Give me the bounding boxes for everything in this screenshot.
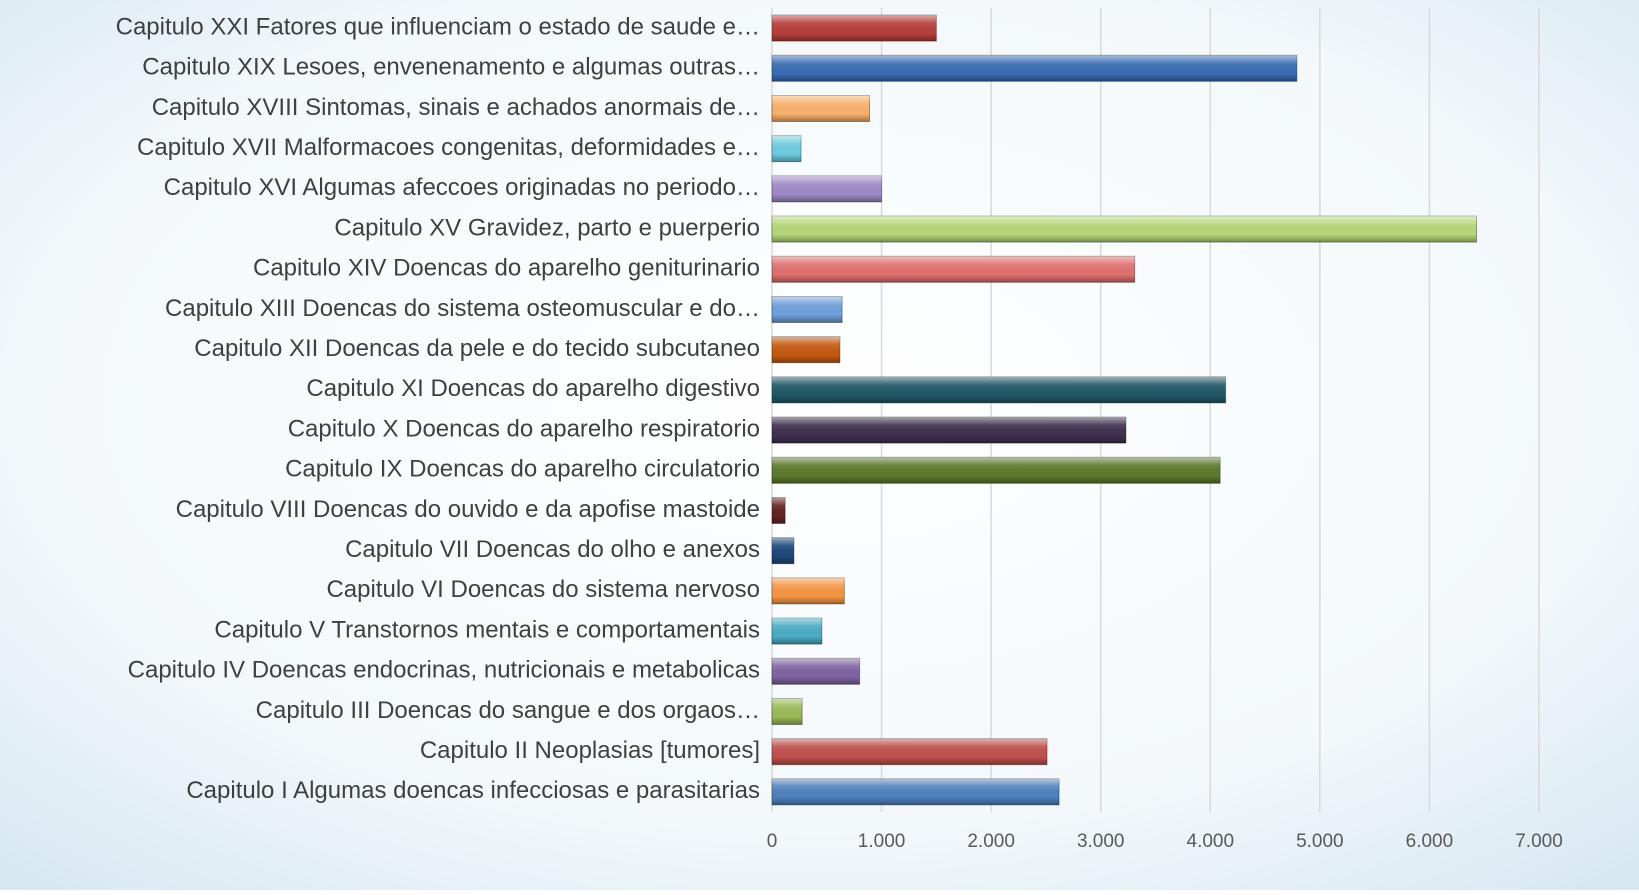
- x-tick-label: 6.000: [1406, 831, 1454, 852]
- bar-shine: [772, 618, 822, 645]
- y-tick-label: Capitulo I Algumas doencas infecciosas e…: [186, 777, 760, 804]
- x-tick-label: 1.000: [858, 831, 906, 852]
- bar-shine: [772, 296, 843, 323]
- x-tick-label: 2.000: [967, 831, 1015, 852]
- bar-shine: [772, 216, 1477, 243]
- bar-shine: [772, 698, 803, 725]
- x-tick-label: 3.000: [1077, 831, 1125, 852]
- bar-shine: [772, 376, 1226, 403]
- y-tick-label: Capitulo XIII Doencas do sistema osteomu…: [165, 295, 760, 322]
- x-tick-label: 0: [767, 831, 778, 852]
- x-tick-label: 5.000: [1296, 831, 1344, 852]
- y-tick-label: Capitulo XV Gravidez, parto e puerperio: [334, 214, 760, 241]
- bar-shine: [772, 95, 870, 122]
- bar-shine: [772, 497, 786, 524]
- y-tick-label: Capitulo IX Doencas do aparelho circulat…: [285, 456, 760, 483]
- bar-shine: [772, 658, 860, 685]
- x-tick-label: 4.000: [1187, 831, 1235, 852]
- y-tick-label: Capitulo V Transtornos mentais e comport…: [214, 616, 760, 643]
- bar-shine: [772, 457, 1221, 484]
- bar-shine: [772, 417, 1126, 444]
- y-tick-label: Capitulo XIV Doencas do aparelho genitur…: [253, 255, 760, 282]
- bar-shine: [772, 778, 1060, 805]
- y-tick-label: Capitulo XVII Malformacoes congenitas, d…: [137, 134, 760, 161]
- y-tick-label: Capitulo VI Doencas do sistema nervoso: [326, 576, 760, 603]
- bar-shine: [772, 15, 937, 42]
- bar-shine: [772, 537, 794, 564]
- bar-shine: [772, 135, 802, 162]
- y-tick-label: Capitulo X Doencas do aparelho respirato…: [288, 415, 760, 442]
- bar-shine: [772, 577, 845, 604]
- y-tick-label: Capitulo IV Doencas endocrinas, nutricio…: [128, 657, 760, 684]
- y-tick-label: Capitulo VIII Doencas do ouvido e da apo…: [176, 496, 760, 523]
- y-tick-label: Capitulo XXI Fatores que influenciam o e…: [116, 13, 760, 40]
- x-tick-label: 7.000: [1515, 831, 1563, 852]
- y-tick-label: Capitulo XVI Algumas afeccoes originadas…: [164, 174, 760, 201]
- y-tick-label: Capitulo II Neoplasias [tumores]: [420, 737, 760, 764]
- y-tick-label: Capitulo XVIII Sintomas, sinais e achado…: [152, 94, 760, 121]
- y-tick-label: Capitulo XII Doencas da pele e do tecido…: [194, 335, 760, 362]
- y-tick-label: Capitulo XIX Lesoes, envenenamento e alg…: [142, 54, 760, 81]
- y-tick-label: Capitulo VII Doencas do olho e anexos: [345, 536, 760, 563]
- y-tick-label: Capitulo XI Doencas do aparelho digestiv…: [306, 375, 760, 402]
- bar-shine: [772, 738, 1048, 765]
- bar-shine: [772, 175, 882, 202]
- y-tick-label: Capitulo III Doencas do sangue e dos org…: [256, 697, 760, 724]
- bar-shine: [772, 256, 1135, 283]
- bar-shine: [772, 55, 1297, 82]
- bar-shine: [772, 336, 840, 363]
